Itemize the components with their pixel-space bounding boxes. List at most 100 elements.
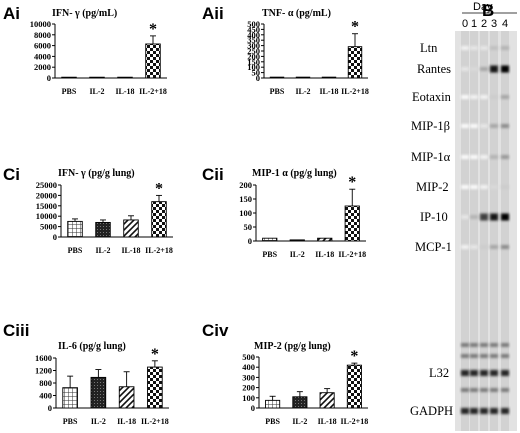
y-tick-label: 2000 <box>34 62 51 72</box>
y-tick-label: 15000 <box>36 201 57 211</box>
gene-label: MCP-1 <box>415 240 452 254</box>
gel-band <box>470 245 478 249</box>
x-category-label: PBS <box>62 87 77 96</box>
gene-label: Eotaxin <box>412 90 452 104</box>
y-tick-label: 5000 <box>40 222 57 232</box>
chart-panel-ci: Ci IFN- γ (pg/g lung) 05000100001500020000… <box>3 165 173 255</box>
gel-band <box>470 354 478 358</box>
gene-label: MIP-1α <box>411 150 451 164</box>
gel-band <box>480 408 488 414</box>
x-category-label: PBS <box>270 87 285 96</box>
y-tick-label: 400 <box>247 30 260 40</box>
gel-band <box>480 354 488 358</box>
gel-band <box>501 245 509 249</box>
y-tick-label: 20000 <box>36 190 57 200</box>
bar-pbs <box>265 399 281 409</box>
bar-il18 <box>319 392 335 409</box>
panel-label: Ci <box>3 165 20 184</box>
gel-band <box>470 408 478 414</box>
gel-band <box>490 354 498 358</box>
y-tick-label: 500 <box>247 19 260 29</box>
day-lane-label: 2 <box>481 18 487 30</box>
gel-band <box>490 185 498 189</box>
day-lane-label: 1 <box>471 18 477 30</box>
gel-band <box>470 67 478 71</box>
panel-label: B <box>482 1 494 20</box>
panel-label: Civ <box>202 321 229 340</box>
x-category-label: IL-2+18 <box>341 417 369 426</box>
bar-il2 <box>90 376 107 409</box>
gel-band <box>480 245 488 249</box>
x-category-label: IL-2+18 <box>139 87 167 96</box>
y-tick-label: 100 <box>239 208 252 218</box>
x-category-label: IL-2+18 <box>338 250 366 259</box>
y-tick-label: 100 <box>242 393 255 403</box>
bar-pbs <box>61 76 77 79</box>
y-tick-label: 400 <box>39 391 52 401</box>
gel-band <box>470 124 478 128</box>
gel-band <box>470 215 478 219</box>
day-header: Day <box>473 1 493 13</box>
x-category-label: IL-2 <box>91 417 106 426</box>
gel-band <box>490 65 498 73</box>
gel-band <box>490 155 498 159</box>
panel-label: Ai <box>3 4 20 23</box>
y-tick-label: 0 <box>47 73 51 83</box>
bar-il2 <box>95 221 111 238</box>
x-category-label: PBS <box>68 246 83 255</box>
gel-band <box>490 343 498 347</box>
y-tick-label: 200 <box>242 383 255 393</box>
bar-il218 <box>147 366 163 409</box>
gel-band <box>501 95 509 99</box>
chart-title: MIP-2 (pg/g lung) <box>254 341 331 352</box>
gel-band <box>501 354 509 358</box>
gene-label: L32 <box>429 366 449 380</box>
y-tick-label: 1600 <box>35 353 52 363</box>
day-lane-label: 4 <box>502 18 508 30</box>
bar-il218 <box>151 201 167 238</box>
significance-asterisk: * <box>351 19 359 36</box>
gel-band <box>470 155 478 159</box>
y-tick-label: 25000 <box>36 180 57 190</box>
y-tick-label: 0 <box>248 236 252 246</box>
x-category-label: PBS <box>63 417 78 426</box>
panel-label: Cii <box>202 165 224 184</box>
bar-il218 <box>346 364 362 409</box>
gel-band <box>490 408 498 414</box>
gel-band <box>490 370 498 376</box>
significance-asterisk: * <box>149 21 157 38</box>
gel-band <box>480 46 488 50</box>
gel-band <box>480 155 488 159</box>
y-tick-label: 0 <box>48 403 52 413</box>
x-category-label: IL-2 <box>95 246 110 255</box>
gel-band <box>501 388 509 392</box>
panel-label: Ciii <box>3 321 29 340</box>
y-tick-label: 50 <box>252 68 261 78</box>
y-tick-label: 1200 <box>35 366 52 376</box>
chart-panel-aii: Aii TNF- α (pg/mL) 05010015020025030035040… <box>202 4 369 96</box>
chart-title: MIP-1 α (pg/g lung) <box>252 168 337 179</box>
bar-il18 <box>321 76 337 79</box>
gene-label: GADPH <box>410 404 453 418</box>
gel-band <box>501 124 509 128</box>
x-category-label: IL-2+18 <box>141 417 169 426</box>
gel-band <box>480 67 488 71</box>
y-tick-label: 8000 <box>34 30 51 40</box>
gel-band <box>480 185 488 189</box>
bar-il18 <box>317 237 333 242</box>
x-category-label: IL-18 <box>117 417 136 426</box>
y-tick-label: 800 <box>39 378 52 388</box>
y-tick-label: 0 <box>251 403 255 413</box>
x-category-label: IL-2+18 <box>145 246 173 255</box>
gel-band <box>470 370 478 376</box>
gel-band <box>470 185 478 189</box>
gene-label: MIP-2 <box>416 180 449 194</box>
y-tick-label: 100 <box>247 62 260 72</box>
gel-band <box>490 46 498 50</box>
y-tick-label: 10000 <box>30 19 51 29</box>
gene-label: IP-10 <box>420 210 448 224</box>
gel-band <box>461 95 469 99</box>
y-tick-label: 150 <box>247 57 260 67</box>
